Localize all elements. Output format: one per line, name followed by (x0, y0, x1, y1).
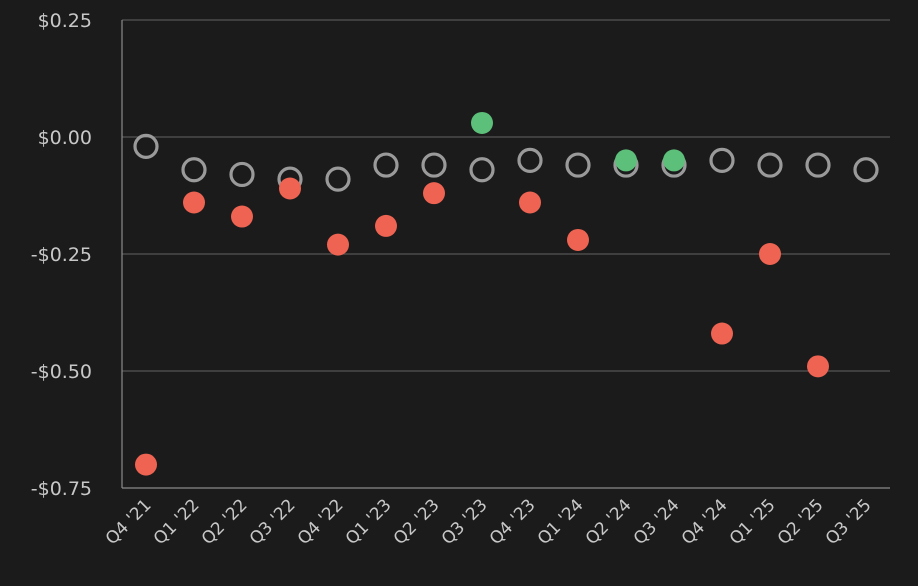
estimate-point (373, 152, 399, 178)
estimate-point (469, 157, 495, 183)
x-tick-label: Q2 '25 (774, 495, 828, 549)
x-tick-label: Q3 '22 (246, 495, 300, 549)
actual-point (231, 205, 253, 228)
y-tick-label: -$0.75 (31, 478, 92, 500)
actual-point (663, 149, 685, 172)
actual-point (519, 191, 541, 214)
grid-lines (122, 19, 890, 372)
x-tick-label: Q2 '24 (582, 495, 636, 549)
estimate-point (709, 147, 735, 173)
estimate-point (421, 152, 447, 178)
actual-point (807, 355, 829, 378)
actual-point (615, 149, 637, 172)
estimate-series (133, 133, 879, 192)
x-tick-label: Q3 '25 (822, 495, 876, 549)
x-tick-label: Q3 '23 (438, 495, 492, 549)
x-tick-label: Q2 '23 (390, 495, 444, 549)
estimate-point (757, 152, 783, 178)
estimate-point (853, 157, 879, 183)
x-tick-label: Q4 '21 (102, 495, 156, 549)
x-tick-label: Q4 '23 (486, 495, 540, 549)
axes (121, 20, 890, 489)
y-tick-label: -$0.25 (31, 244, 92, 266)
y-tick-label: -$0.50 (31, 361, 92, 383)
actual-point (567, 228, 589, 251)
actual-point (759, 243, 781, 265)
actual-point (279, 177, 301, 200)
actual-point (471, 111, 493, 134)
estimate-point (229, 161, 255, 188)
estimate-point (133, 133, 159, 159)
estimate-point (805, 152, 831, 178)
y-tick-label: $0.25 (38, 10, 92, 32)
x-tick-label: Q4 '24 (678, 495, 732, 549)
actual-point (327, 233, 349, 256)
actual-point (183, 191, 205, 214)
y-tick-label: $0.00 (38, 127, 92, 149)
x-tick-label: Q4 '22 (294, 495, 348, 549)
actual-series (135, 111, 829, 476)
actual-point (711, 322, 733, 345)
actual-point (423, 182, 445, 205)
estimate-point (517, 147, 543, 173)
y-tick-labels: $0.25 $0.00 -$0.25 -$0.50 -$0.75 (31, 10, 92, 500)
estimate-point (325, 166, 351, 192)
actual-point (135, 453, 157, 476)
x-tick-label: Q1 '23 (342, 495, 396, 549)
estimate-point (181, 157, 207, 183)
estimate-point (565, 152, 591, 178)
actual-point (375, 214, 397, 237)
x-tick-label: Q2 '22 (198, 495, 252, 549)
x-tick-label: Q1 '25 (726, 495, 780, 549)
x-tick-label: Q3 '24 (630, 495, 684, 549)
x-tick-label: Q1 '24 (534, 495, 588, 549)
x-tick-label: Q1 '22 (150, 495, 204, 549)
